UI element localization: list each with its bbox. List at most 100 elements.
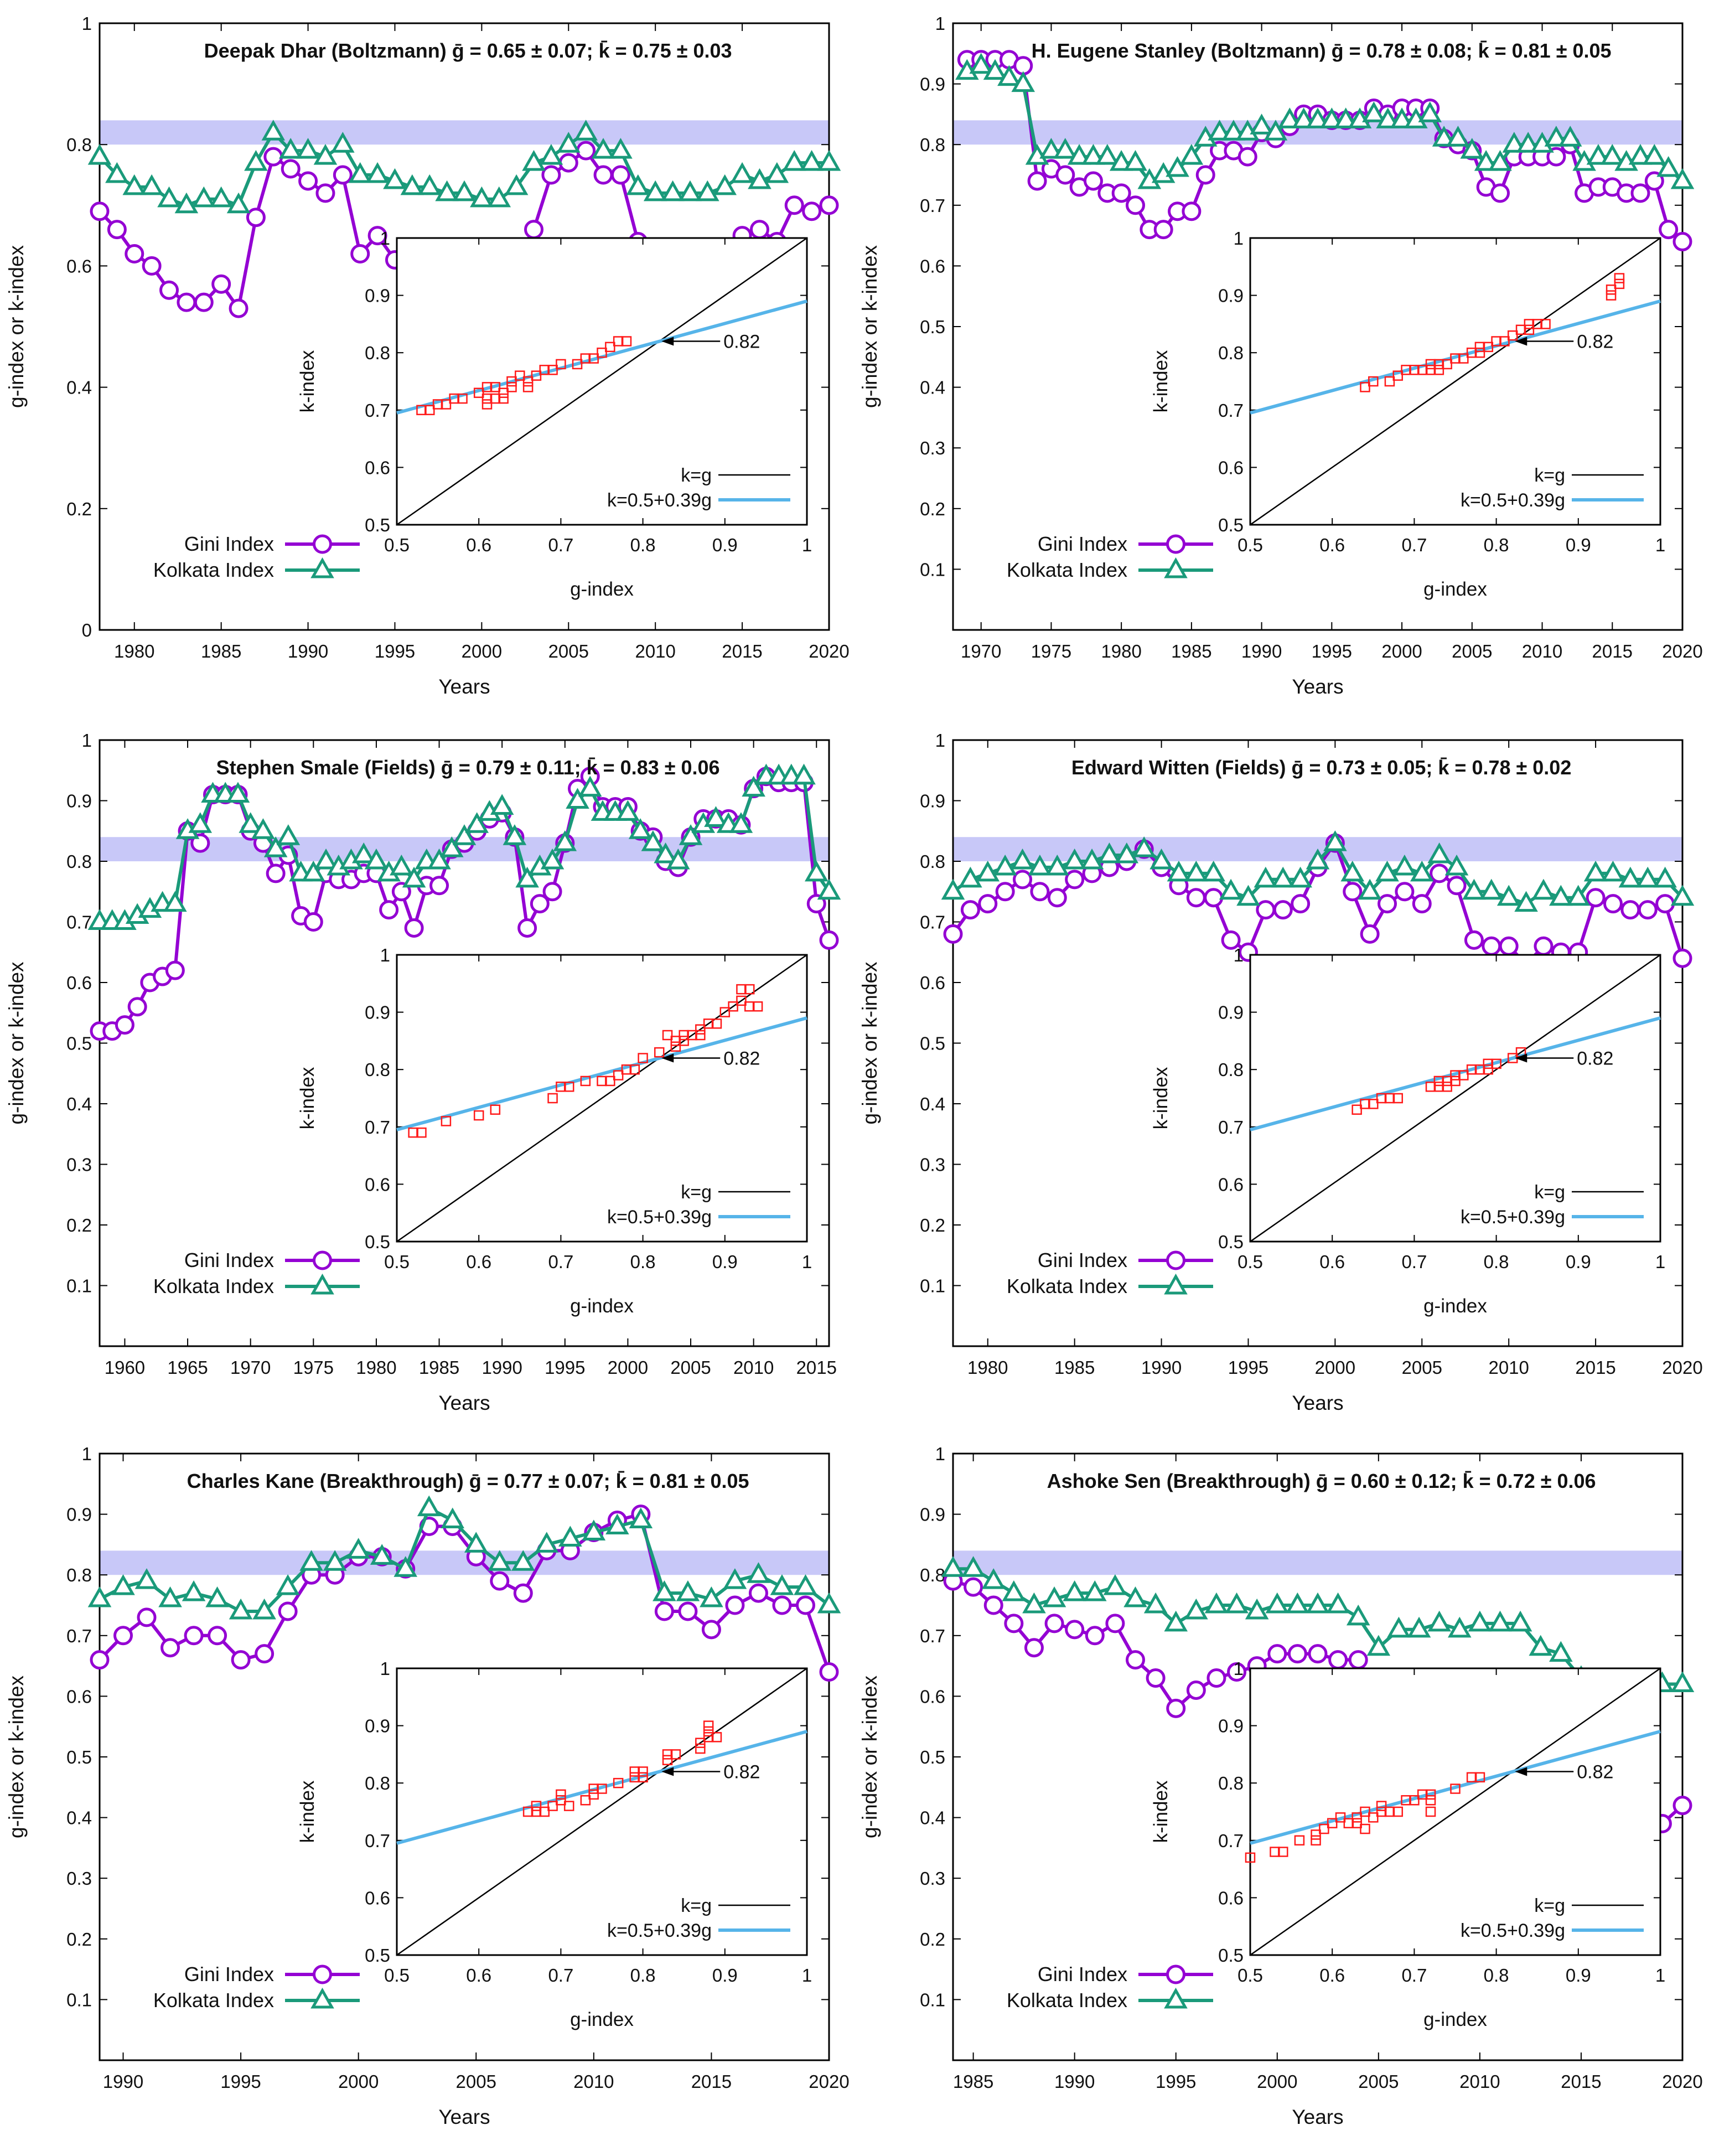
inset-scatter-point xyxy=(441,1116,452,1126)
inset-scatter-point xyxy=(1392,370,1404,381)
kolkata-point xyxy=(1508,1610,1532,1632)
kolkata-point xyxy=(1376,107,1400,128)
inset-y-tick-label: 0.5 xyxy=(365,1232,390,1252)
y-tick-label: 0.2 xyxy=(920,1929,945,1950)
kolkata-point xyxy=(1184,860,1208,882)
legend-kolkata-label: Kolkata Index xyxy=(153,559,274,581)
inset-scatter-point xyxy=(588,1789,599,1800)
highlight-band xyxy=(953,1550,1682,1575)
inset-scatter-point xyxy=(1409,1795,1420,1806)
kolkata-point xyxy=(1514,891,1538,912)
kolkata-point xyxy=(400,174,424,195)
kolkata-point xyxy=(452,824,477,845)
inset-diagonal-line xyxy=(1250,954,1661,1243)
inset-scatter-point xyxy=(1507,330,1518,341)
x-tick-label: 2005 xyxy=(1452,641,1492,661)
gini-point xyxy=(1153,220,1173,240)
inset-scatter-point xyxy=(1474,347,1485,358)
inset-plot: 0.5 0.6 0.7 0.8 0.9 1 0.5 0.6 0.7 0.8 0.9 1 g-index k… xyxy=(1150,945,1665,1317)
kolkata-point xyxy=(1375,860,1399,882)
legend-gini-marker xyxy=(1166,534,1185,554)
x-tick-label: 2005 xyxy=(1358,2071,1399,2092)
kolkata-point xyxy=(1488,1610,1512,1632)
gini-point xyxy=(266,864,286,883)
gini-point xyxy=(749,220,769,240)
x-tick-label: 1990 xyxy=(1141,1357,1182,1378)
gini-point xyxy=(530,894,550,914)
kolkata-point xyxy=(1479,878,1504,900)
inset-scatter-point xyxy=(1614,273,1625,283)
gini-point xyxy=(137,1607,157,1627)
inset-scatter-point xyxy=(547,365,558,375)
gini-point xyxy=(541,165,561,185)
kolkata-point xyxy=(278,138,303,159)
y-tick-label: 0.8 xyxy=(66,851,92,872)
legend-gini-label: Gini Index xyxy=(1038,532,1127,555)
inset-scatter-point xyxy=(1606,290,1617,301)
inset-y-tick-label: 0.8 xyxy=(365,1773,390,1793)
kolkata-point xyxy=(574,120,598,141)
inset-diagonal-line xyxy=(396,954,807,1243)
x-tick-label: 1990 xyxy=(1054,2071,1095,2092)
x-tick-label: 1980 xyxy=(967,1357,1008,1378)
kolkata-point xyxy=(1250,113,1273,135)
x-tick-label: 1980 xyxy=(1101,641,1141,661)
gini-point xyxy=(404,918,424,938)
inset-annotation-label: 0.82 xyxy=(1577,331,1613,352)
kolkata-point xyxy=(383,168,407,189)
kolkata-point xyxy=(1427,842,1451,864)
inset-scatter-point xyxy=(1368,1812,1379,1823)
y-tick-label: 0.9 xyxy=(66,791,92,811)
x-tick-label: 2005 xyxy=(456,2071,496,2092)
kolkata-point xyxy=(983,59,1007,80)
y-tick-label: 0.5 xyxy=(920,317,945,337)
kolkata-point xyxy=(1496,885,1521,906)
y-axis-label: g-index or k-index xyxy=(858,961,881,1125)
x-tick-label: 1970 xyxy=(230,1357,271,1378)
y-tick-label: 0.7 xyxy=(66,1626,92,1646)
kolkata-point xyxy=(488,1550,512,1571)
inset-y-axis-label: k-index xyxy=(1150,1780,1172,1843)
inset-scatter-point xyxy=(1392,1806,1404,1817)
inset-annotation-label: 0.82 xyxy=(723,1048,760,1069)
kolkata-point xyxy=(470,186,494,208)
kolkata-point xyxy=(729,812,753,833)
inset-scatter-point xyxy=(1360,1823,1370,1834)
x-axis-label: Years xyxy=(438,675,490,698)
inset-x-tick-label: 1 xyxy=(802,1252,812,1272)
kolkata-point xyxy=(191,186,216,208)
inset-scatter-point xyxy=(515,370,525,381)
inset-scatter-point xyxy=(563,1082,574,1092)
gini-point xyxy=(1655,894,1675,914)
inset-x-tick-label: 0.9 xyxy=(712,1252,738,1272)
y-tick-label: 0.3 xyxy=(920,1155,945,1175)
x-tick-label: 2000 xyxy=(1257,2071,1297,2092)
inset-y-tick-label: 0.7 xyxy=(1218,1831,1244,1851)
x-tick-label: 1995 xyxy=(375,641,415,661)
gini-point xyxy=(208,1626,227,1646)
inset-scatter-point xyxy=(728,1001,738,1012)
kolkata-point xyxy=(540,848,565,870)
gini-point xyxy=(315,183,335,203)
kolkata-point xyxy=(188,812,213,833)
kolkata-point xyxy=(1236,885,1260,906)
gini-point xyxy=(113,1626,133,1646)
kolkata-point xyxy=(804,860,828,882)
kolkata-point xyxy=(314,848,338,870)
gini-point xyxy=(1659,220,1679,240)
inset-scatter-point xyxy=(654,1047,665,1058)
chart-title: H. Eugene Stanley (Boltzmann) ḡ = 0.78 … xyxy=(1032,39,1612,62)
inset-y-tick-label: 0.8 xyxy=(1218,1773,1244,1793)
y-tick-label: 0.1 xyxy=(66,1276,92,1296)
kolkata-point xyxy=(182,1580,206,1601)
inset-x-tick-label: 0.6 xyxy=(1319,1252,1345,1272)
inset-x-tick-label: 1 xyxy=(802,1965,812,1986)
kolkata-point xyxy=(1306,107,1330,128)
kolkata-point xyxy=(1566,885,1591,906)
gini-point xyxy=(1499,936,1519,956)
y-tick-label: 1 xyxy=(82,13,92,34)
inset-y-tick-label: 0.6 xyxy=(365,457,390,478)
x-tick-label: 2015 xyxy=(722,641,762,661)
y-tick-label: 1 xyxy=(935,1444,945,1464)
kolkata-point xyxy=(1022,1592,1046,1614)
